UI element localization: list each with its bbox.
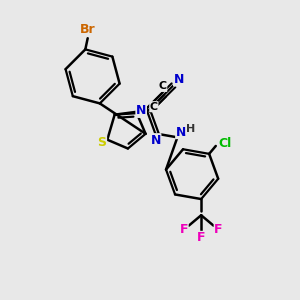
- Text: F: F: [197, 231, 206, 244]
- Text: F: F: [180, 223, 188, 236]
- Text: C: C: [159, 81, 167, 92]
- Text: N: N: [176, 125, 186, 139]
- Text: N: N: [150, 134, 161, 147]
- Text: F: F: [214, 223, 223, 236]
- Text: N: N: [136, 104, 146, 117]
- Text: Br: Br: [80, 23, 95, 36]
- Text: S: S: [98, 136, 106, 148]
- Text: C: C: [150, 102, 158, 112]
- Text: H: H: [186, 124, 195, 134]
- Text: N: N: [174, 73, 184, 86]
- Text: Cl: Cl: [218, 136, 231, 149]
